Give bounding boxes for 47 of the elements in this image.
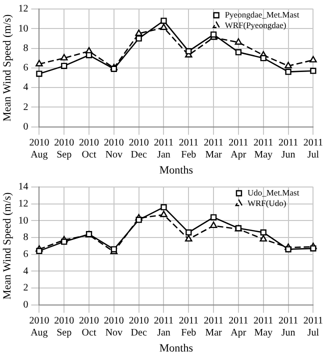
- x-tick-label: 2011 Apr: [228, 315, 248, 338]
- x-tick-label: 2010 Nov: [104, 137, 124, 160]
- x-tick-label: 2010 Nov: [104, 315, 124, 338]
- y-tick-label: 10: [18, 215, 28, 226]
- y-tick-label: 6: [23, 62, 28, 74]
- y-tick-label: 10: [18, 23, 28, 34]
- x-tick-label: 2011 Mar: [204, 315, 224, 338]
- x-tick-label: 2011 May: [254, 315, 274, 338]
- x-tick-label: 2010 Oct: [79, 315, 100, 338]
- x-tick-label: 2010 Aug: [29, 315, 50, 338]
- y-tick-label: 8: [23, 42, 28, 54]
- legend-label: WRF(Pyeongdae): [224, 20, 286, 30]
- x-tick-label: 2010 Dec: [128, 137, 149, 160]
- y-tick-label: 4: [23, 82, 28, 94]
- x-tick-label: 2010 Dec: [128, 315, 149, 338]
- x-tick-label: 2011 Jul: [303, 137, 324, 160]
- x-tick-label: 2010 Oct: [79, 137, 100, 160]
- x-tick-label: 2011 Jun: [278, 315, 298, 338]
- y-tick-label: 0: [23, 299, 28, 310]
- legend-label: Udo_Met.Mast: [247, 187, 300, 198]
- x-tick-label: 2011 Feb: [178, 137, 198, 160]
- x-tick-label: 2011 Jan: [154, 315, 174, 338]
- x-tick-label: 2011 Jul: [303, 315, 324, 338]
- y-tick-label: 0: [23, 121, 28, 132]
- x-axis-title: Months: [159, 164, 194, 176]
- x-tick-label: 2010 Aug: [29, 137, 50, 160]
- x-tick-label: 2011 Apr: [228, 137, 248, 160]
- y-tick-label: 6: [23, 248, 28, 260]
- y-axis-title: Mean Wind Speed (m/s): [1, 192, 14, 300]
- y-tick-label: 4: [23, 266, 28, 277]
- x-tick-label: 2010 Sep: [54, 315, 74, 338]
- legend-label: Pyeongdae_Met.Mast: [224, 9, 300, 20]
- x-tick-label: 2011 May: [254, 137, 274, 160]
- y-axis-title: Mean Wind Speed (m/s): [1, 14, 14, 122]
- x-tick-label: 2011 Mar: [204, 137, 224, 160]
- x-tick-label: 2010 Sep: [54, 137, 74, 160]
- y-tick-label: 12: [18, 198, 28, 210]
- y-tick-label: 2: [23, 102, 28, 113]
- y-tick-label: 12: [18, 4, 28, 15]
- x-tick-label: 2011 Jan: [154, 137, 174, 160]
- x-axis-title: Months: [159, 342, 194, 354]
- y-tick-label: 8: [23, 232, 28, 244]
- x-tick-label: 2011 Jun: [278, 137, 298, 160]
- legend-label: WRF(Udo): [247, 198, 286, 208]
- x-tick-label: 2011 Feb: [178, 315, 198, 338]
- y-tick-label: 14: [18, 182, 28, 193]
- y-tick-label: 2: [23, 282, 28, 294]
